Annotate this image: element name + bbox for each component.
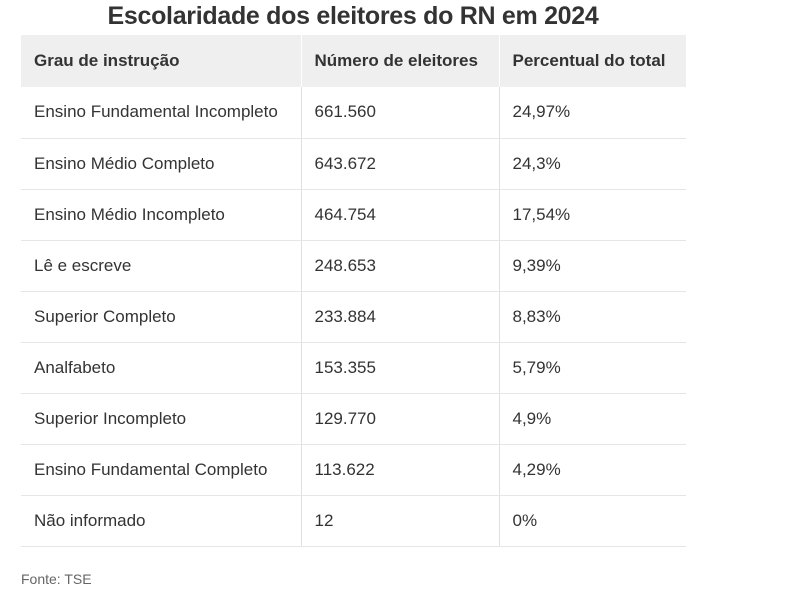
cell-grau: Ensino Fundamental Completo [21, 444, 302, 496]
cell-grau: Superior Completo [21, 291, 302, 343]
cell-grau: Ensino Médio Incompleto [21, 189, 302, 241]
column-header-percentual: Percentual do total [499, 35, 686, 87]
source-note: Fonte: TSE [21, 571, 92, 587]
cell-percentual: 9,39% [499, 240, 686, 292]
cell-numero: 233.884 [301, 291, 500, 343]
table-row: Superior Incompleto 129.770 4,9% [21, 393, 686, 445]
table-row: Ensino Fundamental Completo 113.622 4,29… [21, 444, 686, 496]
cell-numero: 12 [301, 495, 500, 547]
cell-grau: Lê e escreve [21, 240, 302, 292]
cell-numero: 464.754 [301, 189, 500, 241]
cell-numero: 661.560 [301, 87, 500, 139]
cell-numero: 153.355 [301, 342, 500, 394]
table-row: Analfabeto 153.355 5,79% [21, 342, 686, 394]
table-row: Não informado 12 0% [21, 495, 686, 547]
column-header-grau: Grau de instrução [21, 35, 302, 87]
cell-grau: Ensino Médio Completo [21, 138, 302, 190]
cell-grau: Analfabeto [21, 342, 302, 394]
cell-percentual: 17,54% [499, 189, 686, 241]
cell-percentual: 4,29% [499, 444, 686, 496]
cell-percentual: 24,97% [499, 87, 686, 139]
cell-grau: Superior Incompleto [21, 393, 302, 445]
cell-grau: Ensino Fundamental Incompleto [21, 87, 302, 139]
table-row: Superior Completo 233.884 8,83% [21, 291, 686, 343]
cell-percentual: 4,9% [499, 393, 686, 445]
cell-percentual: 0% [499, 495, 686, 547]
cell-numero: 643.672 [301, 138, 500, 190]
cell-percentual: 24,3% [499, 138, 686, 190]
table-row: Ensino Fundamental Incompleto 661.560 24… [21, 87, 686, 139]
cell-percentual: 5,79% [499, 342, 686, 394]
cell-percentual: 8,83% [499, 291, 686, 343]
table-header-row: Grau de instrução Número de eleitores Pe… [21, 35, 686, 87]
table-row: Ensino Médio Incompleto 464.754 17,54% [21, 189, 686, 241]
cell-numero: 248.653 [301, 240, 500, 292]
cell-numero: 113.622 [301, 444, 500, 496]
data-table: Grau de instrução Número de eleitores Pe… [21, 35, 686, 547]
table-title: Escolaridade dos eleitores do RN em 2024 [107, 2, 599, 30]
cell-numero: 129.770 [301, 393, 500, 445]
table-row: Lê e escreve 248.653 9,39% [21, 240, 686, 292]
column-header-numero: Número de eleitores [301, 35, 500, 87]
table-row: Ensino Médio Completo 643.672 24,3% [21, 138, 686, 190]
cell-grau: Não informado [21, 495, 302, 547]
